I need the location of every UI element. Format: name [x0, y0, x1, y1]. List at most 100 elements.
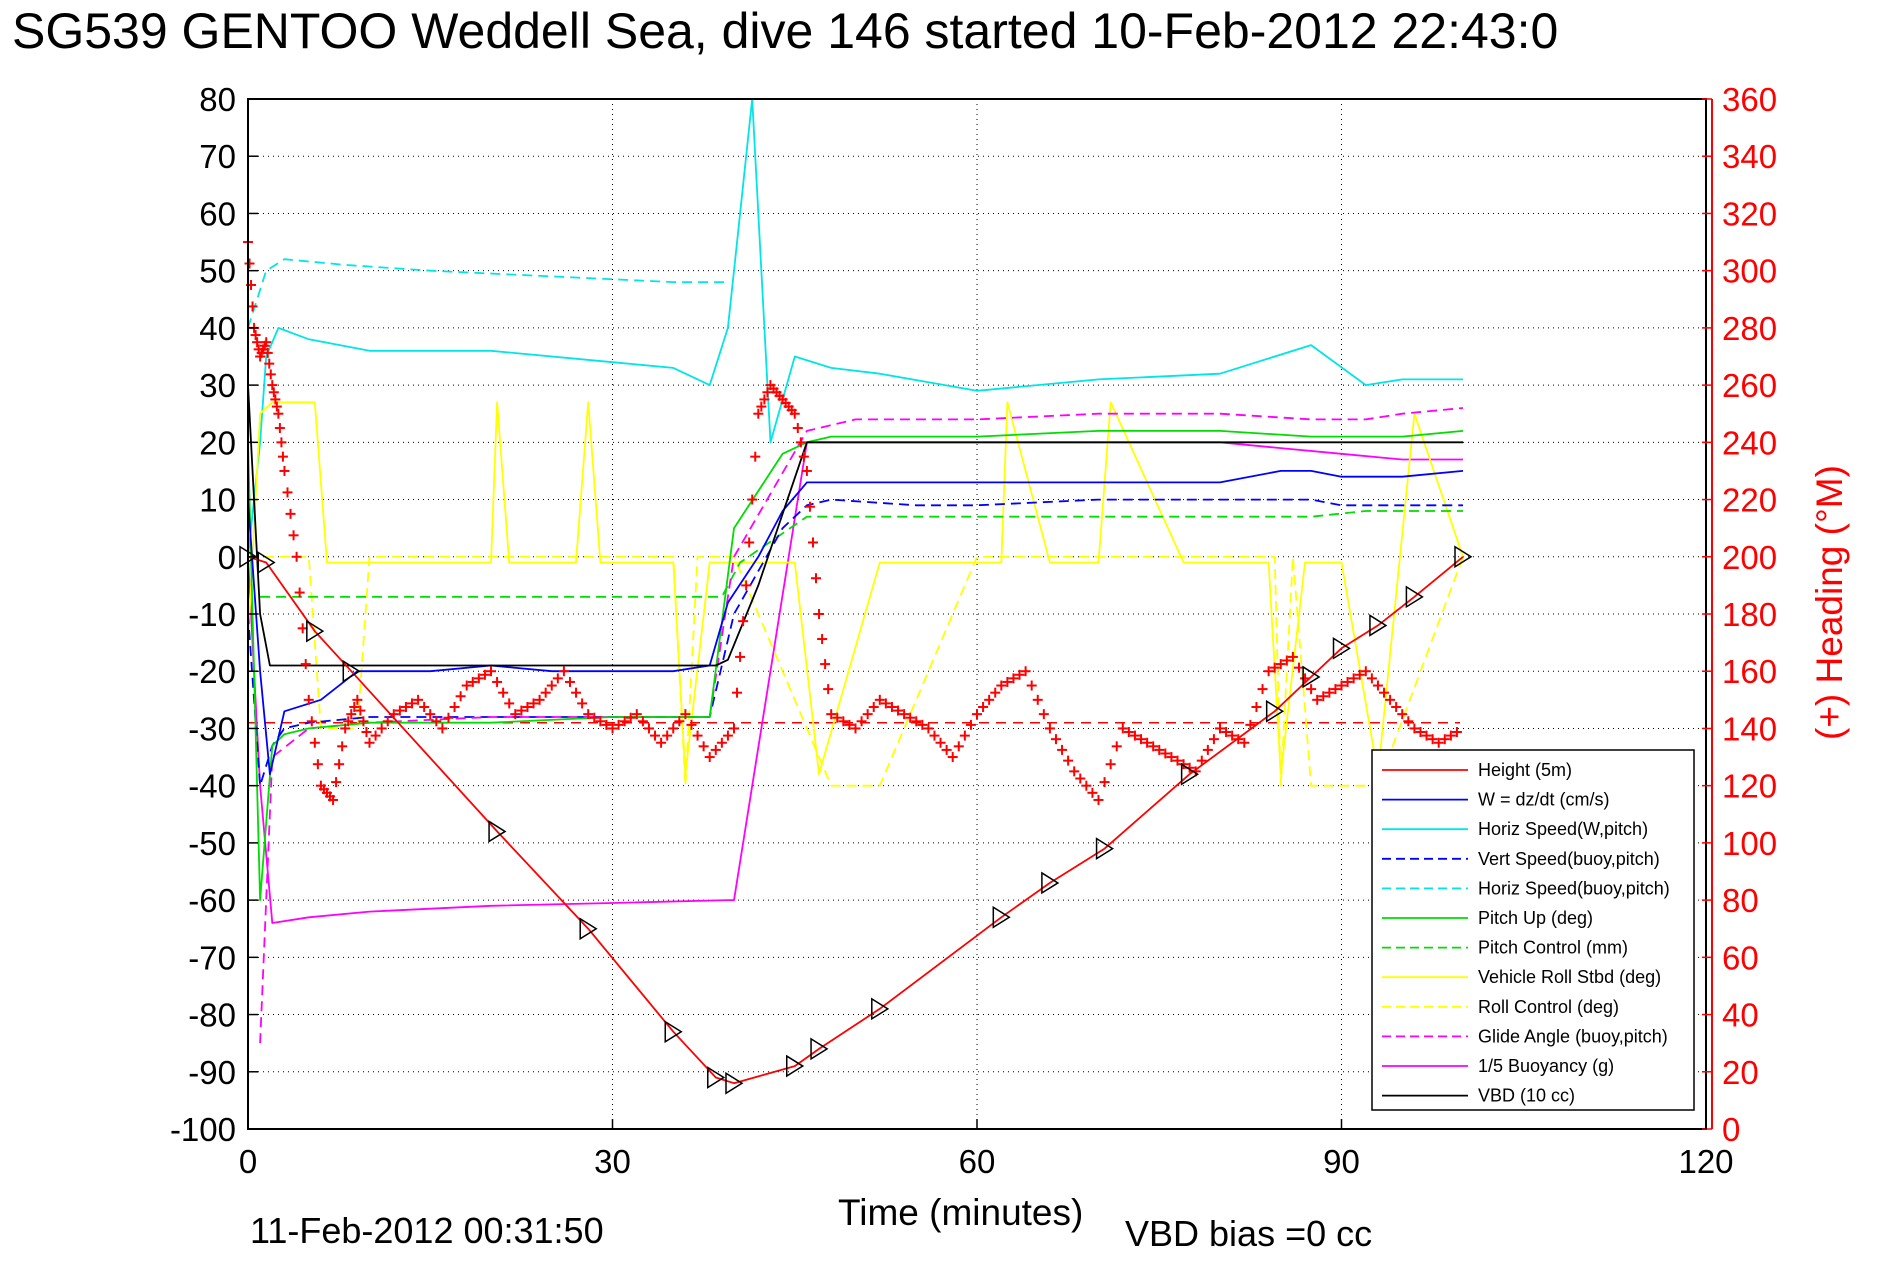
heading-point [558, 666, 569, 677]
heading-point [1129, 730, 1140, 741]
heading-point [814, 609, 825, 619]
series-vbd-10-cc [247, 385, 1463, 667]
footer-vbd-bias: VBD bias =0 cc [1125, 1213, 1372, 1254]
heading-point [1038, 709, 1049, 720]
heading-point [795, 437, 806, 448]
heading-point [1105, 759, 1116, 770]
heading-point [340, 723, 351, 734]
heading-point [1148, 741, 1159, 752]
height-marker [342, 659, 361, 683]
heading-point [753, 408, 764, 419]
heading-point [929, 730, 940, 741]
y-right-tick-label: 40 [1722, 997, 1759, 1034]
y-tick-label: 10 [199, 482, 236, 519]
heading-point [1020, 666, 1031, 677]
y-right-tick-label: 60 [1722, 939, 1759, 976]
heading-point [343, 716, 354, 727]
y-tick-label: 60 [199, 195, 236, 232]
heading-point [1306, 684, 1317, 695]
heading-point [959, 730, 970, 741]
x-tick-label: 90 [1323, 1143, 1360, 1180]
height-marker [1369, 614, 1388, 637]
heading-point [1099, 777, 1110, 788]
y-right-tick-label: 260 [1722, 367, 1777, 404]
heading-point [270, 394, 281, 405]
heading-point [1154, 744, 1165, 755]
series-layer [247, 98, 1464, 1085]
heading-point [1263, 666, 1274, 677]
heading-point [1451, 727, 1462, 738]
heading-point [382, 716, 393, 727]
heading-point [546, 680, 557, 691]
x-tick-label: 0 [239, 1143, 257, 1180]
heading-point [744, 537, 755, 548]
heading-point [1397, 709, 1408, 720]
height-triangle-markers [239, 545, 1473, 1095]
legend-label: Glide Angle (buoy,pitch) [1478, 1026, 1668, 1046]
heading-point [271, 401, 282, 412]
heading-point [1208, 734, 1219, 745]
y-axis-right-ticks: 3603403203002802602402202001801601401201… [1702, 81, 1777, 1148]
heading-point [1324, 687, 1335, 698]
heading-point [394, 705, 405, 716]
heading-point [288, 530, 299, 541]
legend-label: Horiz Speed(W,pitch) [1478, 819, 1648, 839]
heading-point [1069, 766, 1080, 777]
y-tick-label: -60 [188, 882, 236, 919]
legend-label: Pitch Up (deg) [1478, 908, 1593, 928]
heading-point [1427, 734, 1438, 745]
heading-point [1269, 662, 1280, 673]
heading-point [461, 680, 472, 691]
x-tick-label: 120 [1678, 1143, 1733, 1180]
heading-point [704, 752, 715, 763]
series-pitch-control-mm [260, 510, 1463, 598]
heading-point [1117, 723, 1128, 734]
heading-point [619, 716, 630, 727]
y-right-tick-label: 360 [1722, 81, 1777, 118]
heading-point [473, 673, 484, 684]
heading-point [941, 744, 952, 755]
heading-point [413, 694, 424, 705]
heading-point [826, 709, 837, 720]
heading-point [1172, 755, 1183, 766]
heading-point [1245, 719, 1256, 730]
heading-point [1366, 673, 1377, 684]
heading-point [274, 423, 285, 434]
heading-point [893, 705, 904, 716]
height-marker [810, 1037, 829, 1061]
heading-point [953, 741, 964, 752]
y-tick-label: -20 [188, 653, 236, 690]
series-vert-speed-buoy-pitch [247, 498, 1463, 787]
heading-point [1044, 723, 1055, 734]
height-marker [1180, 762, 1200, 786]
footer-timestamp: 11-Feb-2012 00:31:50 [250, 1210, 604, 1251]
legend-label: W = dz/dt (cm/s) [1478, 790, 1610, 810]
heading-point [355, 705, 366, 716]
heading-point [680, 709, 691, 720]
heading-point [455, 691, 466, 702]
heading-point [984, 694, 995, 705]
heading-point [552, 673, 563, 684]
heading-point [479, 669, 490, 680]
heading-point [856, 716, 867, 727]
heading-point [1275, 659, 1286, 670]
y-tick-label: -80 [188, 997, 236, 1034]
y-right-tick-label: 80 [1722, 882, 1759, 919]
heading-point [498, 687, 509, 698]
heading-point [1032, 694, 1043, 705]
heading-point [1439, 734, 1450, 745]
y-tick-label: 20 [199, 424, 236, 461]
series-vehicle-roll-stbd-deg [247, 401, 1464, 776]
legend: Height (5m) W = dz/dt (cm/s) Horiz Speed(W… [1371, 749, 1695, 1111]
heading-markers [243, 237, 1462, 805]
legend-label: Roll Control (deg) [1478, 997, 1619, 1017]
heading-point [337, 741, 348, 752]
heading-point [601, 719, 612, 730]
heading-point [349, 701, 360, 712]
heading-point [1178, 759, 1189, 770]
heading-point [792, 423, 803, 434]
heading-point [722, 730, 733, 741]
heading-point [832, 712, 843, 723]
heading-point [1233, 734, 1244, 745]
